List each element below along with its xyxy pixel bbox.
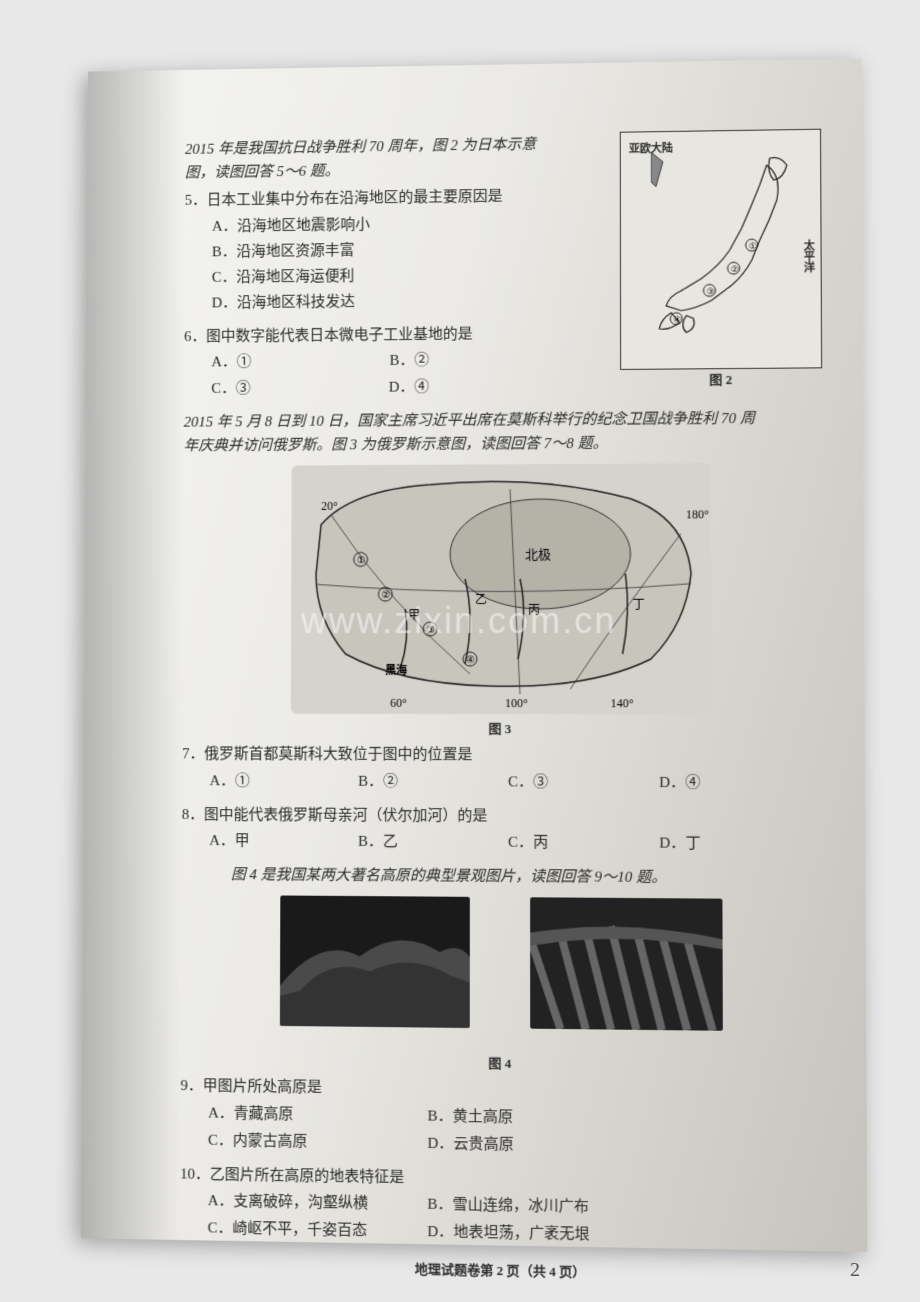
q7-opt-b: B．② bbox=[358, 768, 508, 796]
exam-page: 2015 年是我国抗日战争胜利 70 周年，图 2 为日本示意 图，读图回答 5… bbox=[81, 58, 867, 1251]
svg-text:①: ① bbox=[357, 555, 366, 566]
q8-opt-c: C．丙 bbox=[508, 830, 659, 858]
svg-text:丙: 丙 bbox=[528, 603, 540, 617]
q8-opt-a: A．甲 bbox=[209, 828, 358, 856]
svg-text:甲: 甲 bbox=[408, 608, 420, 622]
svg-text:黑海: 黑海 bbox=[385, 663, 407, 677]
svg-text:180°: 180° bbox=[686, 507, 709, 521]
arctic-label: 北极 bbox=[525, 548, 551, 562]
q10-opt-b: B．雪山连绵，冰川广布 bbox=[427, 1191, 589, 1221]
japan-outline: ① ② ③ ④ bbox=[651, 150, 803, 351]
q9-opt-d: D．云贵高原 bbox=[427, 1130, 513, 1159]
svg-text:20°: 20° bbox=[321, 499, 338, 513]
intro-56-l2: 图，读图回答 5～6 题。 bbox=[185, 163, 339, 181]
q7-opt-d: D．④ bbox=[659, 769, 812, 797]
plateau-photo-left bbox=[280, 895, 470, 1028]
q10-opt-c: C．崎岖不平，千姿百态 bbox=[208, 1215, 428, 1246]
svg-text:③: ③ bbox=[426, 625, 435, 636]
q7-stem: 7．俄罗斯首都莫斯科大致位于图中的位置是 bbox=[182, 742, 824, 770]
russia-outline: 北极 20° 180° 60° 100° 140° ① ② ③ ④ 甲 乙 丙 … bbox=[291, 463, 712, 714]
q6-opt-d: D．④ bbox=[389, 374, 430, 401]
q9-opt-c: C．内蒙古高原 bbox=[208, 1127, 428, 1157]
q7-opt-a: A．① bbox=[210, 768, 359, 796]
intro-78: 2015 年 5 月 8 日到 10 日，国家主席习近平出席在莫斯科举行的纪念卫… bbox=[184, 406, 823, 458]
svg-text:140°: 140° bbox=[611, 696, 634, 710]
question-10: 10．乙图片所在高原的地表特征是 A．支离破碎，沟壑纵横 B．雪山连绵，冰川广布… bbox=[180, 1162, 826, 1253]
svg-text:③: ③ bbox=[706, 286, 714, 296]
q9-options: A．青藏高原 B．黄土高原 C．内蒙古高原 D．云贵高原 bbox=[180, 1100, 826, 1164]
svg-text:60°: 60° bbox=[390, 696, 407, 710]
q8-options: A．甲 B．乙 C．丙 D．丁 bbox=[182, 828, 825, 859]
figure-2-japan-map: 亚欧大陆 太平洋 ① ② ③ ④ 图 2 bbox=[620, 129, 822, 370]
photo-yi: 乙 bbox=[530, 897, 723, 1031]
svg-text:丁: 丁 bbox=[633, 598, 645, 612]
map-label-pacific: 太平洋 bbox=[800, 239, 816, 272]
svg-text:①: ① bbox=[749, 241, 757, 251]
photo-jia: 甲 bbox=[280, 895, 470, 1028]
intro-910: 图 4 是我国某两大著名高原的典型景观图片，读图回答 9～10 题。 bbox=[181, 863, 824, 891]
q10-options: A．支离破碎，沟壑纵横 B．雪山连绵，冰川广布 C．崎岖不平，千姿百态 D．地表… bbox=[180, 1188, 826, 1254]
svg-text:②: ② bbox=[731, 264, 739, 274]
figure-4-caption: 图 4 bbox=[181, 1049, 826, 1076]
page-footer: 地理试题卷第 2 页（共 4 页） bbox=[180, 1254, 827, 1285]
svg-text:④: ④ bbox=[673, 315, 681, 325]
q10-opt-a: A．支离破碎，沟壑纵横 bbox=[208, 1188, 428, 1219]
q7-options: A．① B．② C．③ D．④ bbox=[182, 768, 824, 798]
svg-text:乙: 乙 bbox=[475, 593, 487, 607]
figure-4-photos: 甲 乙 bbox=[181, 895, 825, 1032]
q8-opt-d: D．丁 bbox=[659, 830, 812, 858]
q9-opt-b: B．黄土高原 bbox=[427, 1103, 513, 1132]
figure-2-caption: 图 2 bbox=[621, 368, 821, 389]
page-number: 2 bbox=[850, 1259, 860, 1282]
q8-stem: 8．图中能代表俄罗斯母亲河（伏尔加河）的是 bbox=[182, 803, 824, 832]
svg-text:②: ② bbox=[381, 590, 390, 601]
q7-opt-c: C．③ bbox=[508, 769, 659, 797]
q6-opt-c: C．③ bbox=[211, 376, 250, 403]
q6-opt-b: B．② bbox=[390, 348, 430, 375]
q10-opt-d: D．地表坦荡，广袤无垠 bbox=[427, 1219, 590, 1249]
question-7: 7．俄罗斯首都莫斯科大致位于图中的位置是 A．① B．② C．③ D．④ bbox=[182, 742, 824, 797]
svg-text:100°: 100° bbox=[505, 696, 528, 710]
question-8: 8．图中能代表俄罗斯母亲河（伏尔加河）的是 A．甲 B．乙 C．丙 D．丁 bbox=[182, 803, 825, 859]
q6-opt-a: A．① bbox=[211, 349, 251, 376]
svg-text:④: ④ bbox=[466, 655, 475, 666]
intro-56-l1: 2015 年是我国抗日战争胜利 70 周年，图 2 为日本示意 bbox=[185, 137, 536, 158]
question-9: 9．甲图片所处高原是 A．青藏高原 B．黄土高原 C．内蒙古高原 D．云贵高原 bbox=[180, 1074, 826, 1163]
q9-opt-a: A．青藏高原 bbox=[208, 1100, 427, 1130]
figure-3-russia-map: 北极 20° 180° 60° 100° 140° ① ② ③ ④ 甲 乙 丙 … bbox=[291, 463, 712, 714]
plateau-photo-right bbox=[530, 897, 723, 1031]
binding-shadow bbox=[81, 70, 185, 1240]
figure-3-caption: 图 3 bbox=[182, 717, 824, 738]
q8-opt-b: B．乙 bbox=[358, 829, 508, 857]
intro-78-l1: 2015 年 5 月 8 日到 10 日，国家主席习近平出席在莫斯科举行的纪念卫… bbox=[184, 411, 756, 431]
intro-78-l2: 年庆典并访问俄罗斯。图 3 为俄罗斯示意图，读图回答 7～8 题。 bbox=[184, 436, 608, 454]
